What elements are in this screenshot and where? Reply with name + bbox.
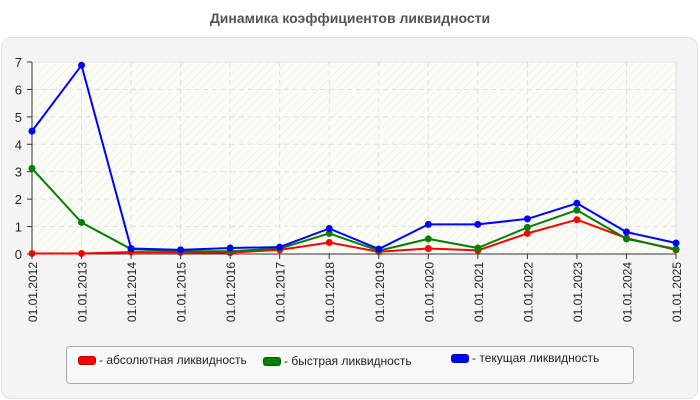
grid-lines [32, 61, 677, 254]
x-tick-label: 01.01.2019 [373, 262, 387, 322]
x-tick-label: 01.01.2014 [125, 262, 139, 322]
data-point[interactable] [474, 220, 482, 228]
x-tick-label: 01.01.2016 [224, 262, 238, 322]
data-point[interactable] [573, 216, 581, 224]
x-tick-label: 01.01.2022 [521, 262, 535, 322]
y-tick-label: 3 [15, 165, 22, 180]
data-point[interactable] [226, 244, 234, 252]
chart-legend: - абсолютная ликвидность - быстрая ликви… [66, 346, 634, 384]
data-point[interactable] [78, 218, 86, 226]
data-point[interactable] [523, 223, 531, 231]
data-point[interactable] [424, 245, 432, 253]
y-tick-label: 2 [15, 192, 22, 207]
legend-item-absolute: - абсолютная ликвидность [78, 353, 247, 367]
data-point[interactable] [78, 249, 86, 257]
data-point[interactable] [622, 228, 630, 236]
data-point[interactable] [573, 206, 581, 214]
series-lines [28, 61, 680, 257]
x-tick-label: 01.01.2017 [274, 262, 288, 322]
y-tick-label: 4 [15, 137, 22, 152]
legend-label: - текущая ликвидность [472, 351, 600, 365]
x-tick-label: 01.01.2021 [472, 262, 486, 322]
axes: 0 1 2 3 4 5 6 7 [15, 55, 676, 262]
data-point[interactable] [523, 215, 531, 223]
data-point[interactable] [28, 249, 36, 257]
y-tick-label: 6 [15, 82, 22, 97]
legend-item-quick: - быстрая ликвидность [263, 354, 412, 368]
data-point[interactable] [424, 220, 432, 228]
x-tick-label: 01.01.2020 [422, 262, 436, 322]
data-point[interactable] [325, 229, 333, 237]
data-point[interactable] [78, 61, 86, 69]
y-tick-label: 7 [15, 55, 22, 70]
y-tick-label: 1 [15, 220, 22, 235]
data-point[interactable] [424, 235, 432, 243]
x-tick-label: 01.01.2013 [76, 262, 90, 322]
y-tick-label: 0 [15, 247, 22, 262]
data-point[interactable] [672, 245, 680, 253]
data-point[interactable] [325, 238, 333, 246]
legend-label: - абсолютная ликвидность [99, 353, 247, 367]
x-axis-labels: 01.01.2012 01.01.2013 01.01.2014 01.01.2015… [26, 254, 684, 322]
x-tick-label: 01.01.2018 [323, 262, 337, 322]
plot-area [32, 62, 676, 254]
data-point[interactable] [177, 246, 185, 254]
x-tick-label: 01.01.2024 [620, 262, 634, 322]
data-point[interactable] [474, 244, 482, 252]
legend-swatch-green [263, 356, 281, 366]
data-point[interactable] [276, 243, 284, 251]
legend-item-current: - текущая ликвидность [451, 351, 599, 365]
legend-swatch-red [78, 355, 96, 365]
x-tick-label: 01.01.2025 [670, 262, 684, 322]
data-point[interactable] [523, 229, 531, 237]
x-tick-label: 01.01.2023 [571, 262, 585, 322]
chart-title: Динамика коэффициентов ликвидности [209, 10, 491, 26]
data-point[interactable] [375, 245, 383, 253]
data-point[interactable] [127, 245, 135, 253]
data-point[interactable] [573, 199, 581, 207]
series-line [32, 218, 677, 255]
legend-label: - быстрая ликвидность [284, 354, 412, 368]
series-line [31, 64, 677, 251]
data-point[interactable] [622, 235, 630, 243]
data-point[interactable] [672, 239, 680, 247]
y-tick-label: 5 [15, 110, 22, 125]
x-tick-label: 01.01.2012 [26, 262, 40, 322]
data-point[interactable] [28, 127, 36, 135]
data-point[interactable] [325, 224, 333, 232]
legend-swatch-blue [451, 353, 469, 363]
x-tick-label: 01.01.2015 [175, 262, 189, 322]
data-point[interactable] [28, 164, 36, 172]
